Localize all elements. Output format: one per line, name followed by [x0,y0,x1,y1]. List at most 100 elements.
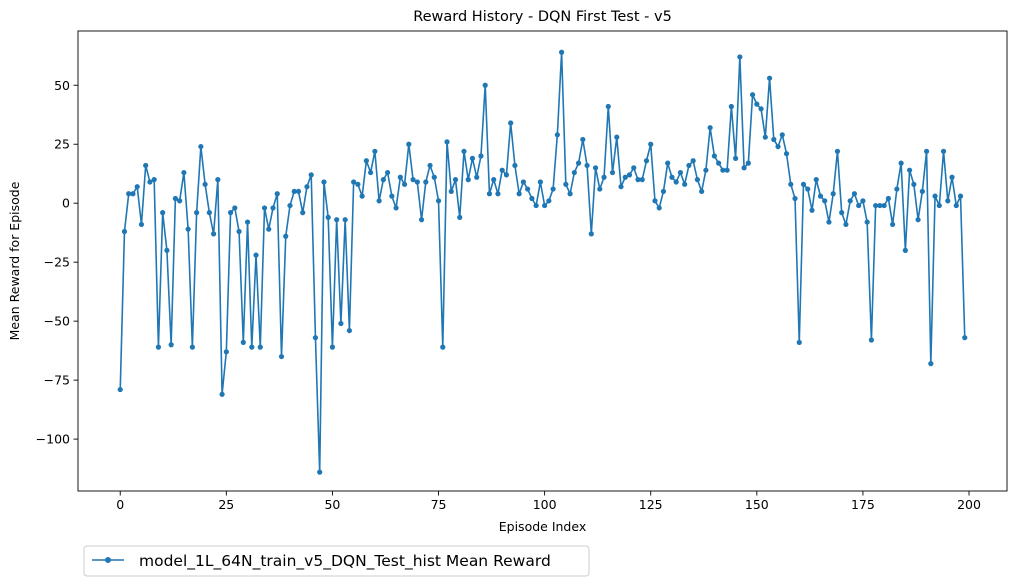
legend-entry-label: model_1L_64N_train_v5_DQN_Test_hist Mean… [139,552,551,571]
data-point [923,148,930,154]
data-point [890,221,896,228]
data-point [287,202,293,209]
data-point [932,193,938,199]
data-point [198,143,204,150]
data-point [919,188,925,195]
data-point [257,344,263,350]
data-point [537,179,543,185]
data-point [737,54,743,60]
data-point [261,205,268,211]
data-point [503,172,510,178]
data-point [283,233,289,239]
data-point [779,132,785,138]
data-point [244,219,251,225]
data-point [317,469,323,475]
data-point [253,252,259,258]
data-point [227,210,234,216]
data-point [567,191,573,197]
data-point [609,169,616,176]
data-point [860,198,866,204]
data-point [690,158,696,164]
data-point [618,184,624,190]
data-point [164,247,170,253]
data-point [219,391,225,397]
data-point [372,148,378,154]
data-point [758,106,764,112]
data-point [232,205,238,211]
data-point [414,179,420,185]
y-tick-label: −25 [44,255,70,270]
data-point [699,188,705,195]
data-point [546,198,552,204]
data-point [334,217,340,223]
y-tick-label: −100 [36,432,70,447]
x-axis-label: Episode Index [499,519,586,534]
data-point [711,153,717,159]
data-point [520,179,527,185]
data-point [482,82,488,88]
data-point [550,186,556,192]
data-point [936,202,942,209]
data-point [885,195,891,202]
data-point [440,344,446,350]
data-point [495,191,501,197]
data-point [134,184,140,190]
data-point [355,181,361,187]
data-point [851,191,858,197]
data-point [957,193,964,199]
data-point [389,193,395,199]
data-point [805,186,811,192]
y-tick-label: 50 [54,78,70,93]
data-point [745,160,751,166]
legend-box [83,545,590,577]
data-point [881,202,887,209]
data-point [300,210,306,216]
data-point [363,158,369,164]
data-point [499,167,505,173]
data-point [822,198,828,204]
data-point [864,219,870,225]
data-point [202,181,208,187]
data-point [834,148,841,154]
data-point [469,155,476,161]
data-point [465,177,471,183]
data-point [380,177,386,183]
data-point [839,210,845,216]
data-point [406,141,412,147]
y-tick-label: 25 [54,137,70,152]
data-point [138,221,145,228]
data-point [418,217,425,223]
data-point [393,205,399,211]
data-point [792,195,798,202]
x-tick-label: 175 [851,497,875,512]
data-point [771,136,777,143]
data-point [749,92,756,98]
data-point [117,386,123,393]
x-tick-label: 25 [218,497,234,512]
data-point [160,210,166,216]
data-point [741,165,747,171]
data-point [435,198,442,204]
data-point [843,221,849,228]
data-point [143,162,149,169]
data-point [452,177,459,183]
x-tick-label: 0 [116,497,124,512]
series-line-0 [119,51,966,473]
y-axis-label: Mean Reward for Episode [7,181,22,340]
data-point [351,179,357,185]
data-point [707,125,713,131]
data-point [368,169,374,176]
data-point [185,226,191,232]
data-point [554,132,560,138]
data-point [542,202,548,209]
data-point [478,153,484,159]
data-point [474,174,480,180]
data-point [308,172,314,178]
data-point [940,148,947,154]
x-tick-label: 200 [957,497,981,512]
y-tick-label: −75 [44,373,70,388]
data-point [631,165,637,171]
data-point [953,202,959,209]
data-point [525,186,531,192]
